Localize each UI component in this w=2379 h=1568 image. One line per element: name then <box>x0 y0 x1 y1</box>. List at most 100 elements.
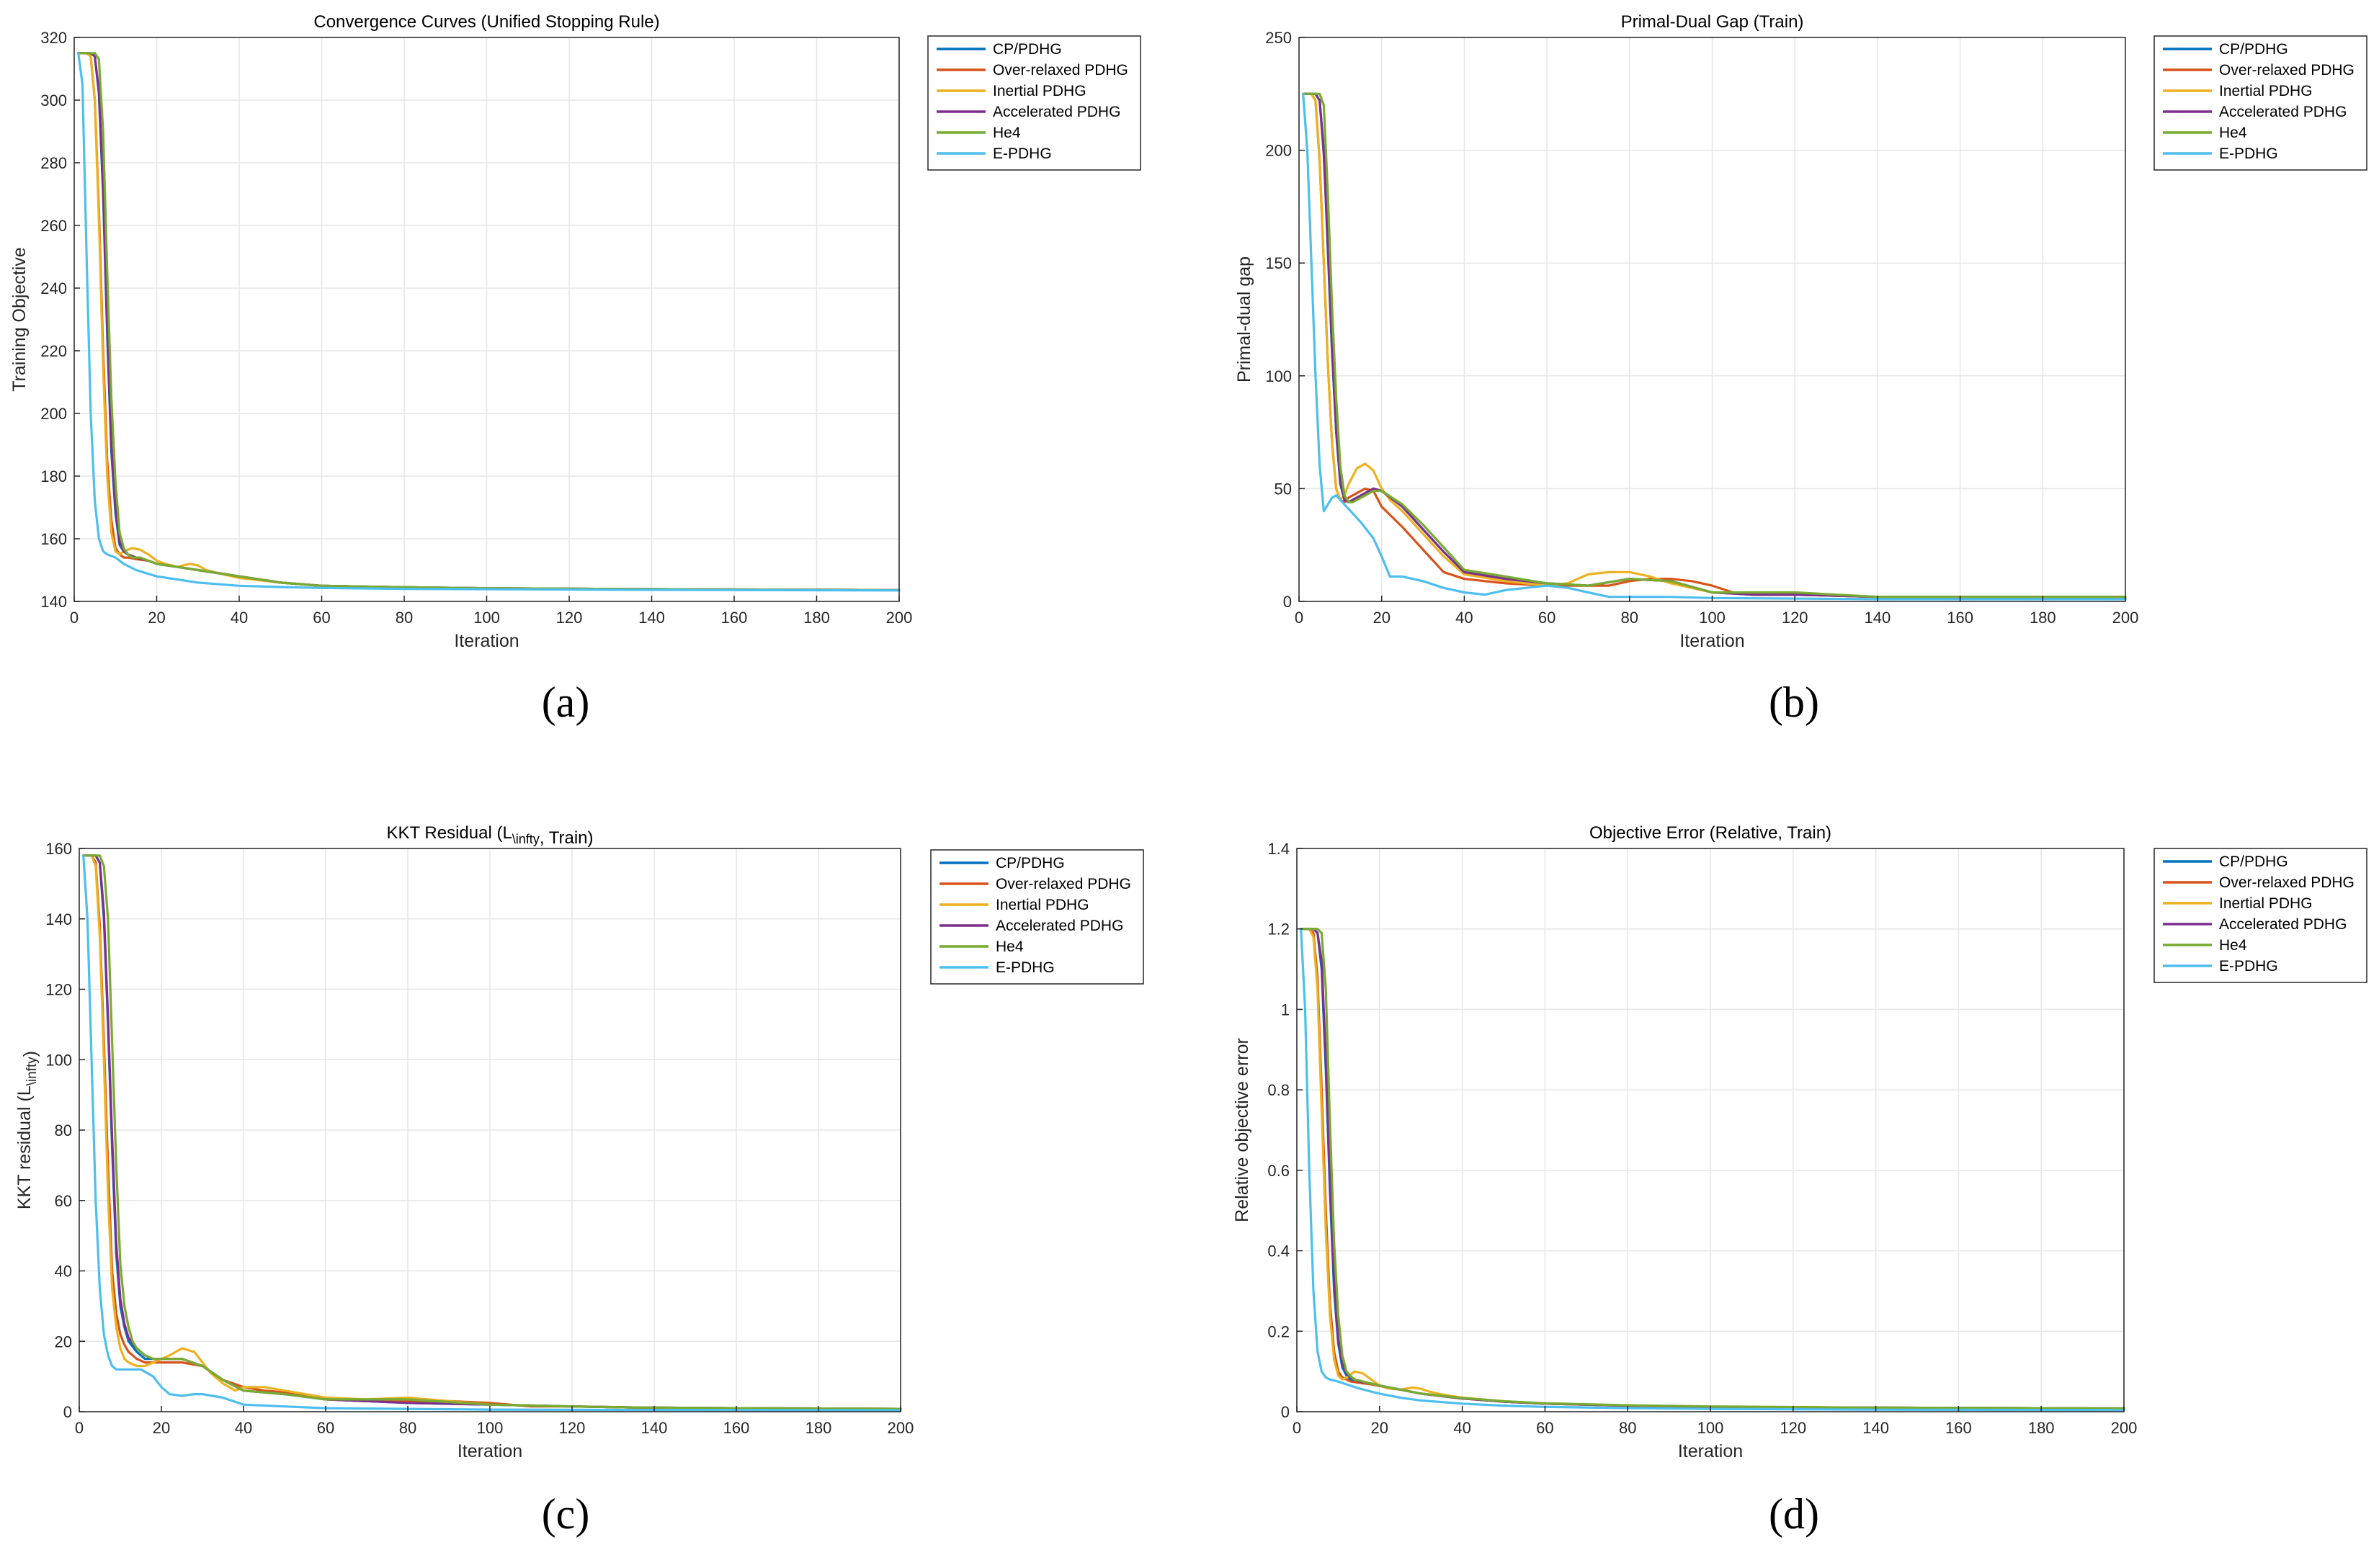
legend-entry: Inertial PDHG <box>993 83 1086 99</box>
legend-entry: CP/PDHG <box>2219 41 2288 58</box>
legend-box <box>2153 35 2367 171</box>
legend: CP/PDHG Over-relaxed PDHG Inertial PDHG Acc… <box>2153 848 2367 983</box>
x-tick-label: 80 <box>1619 1419 1636 1437</box>
legend-entry: He4 <box>2219 125 2247 141</box>
x-tick-label: 180 <box>805 1419 832 1437</box>
x-tick-label: 60 <box>1536 1419 1553 1437</box>
x-tick-label: 20 <box>1372 609 1390 627</box>
y-tick-label: 0.8 <box>1267 1081 1290 1099</box>
legend-entry: Inertial PDHG <box>2219 83 2313 99</box>
y-axis-label: Primal-dual gap <box>1234 256 1254 382</box>
x-axis-label: Iteration <box>1679 631 1744 651</box>
x-tick-label: 180 <box>2030 609 2056 627</box>
legend-entry: Inertial PDHG <box>2219 895 2313 912</box>
legend: CP/PDHG Over-relaxed PDHG Inertial PDHG Acc… <box>927 35 1141 171</box>
y-tick-label: 150 <box>1265 254 1292 272</box>
y-tick-label: 160 <box>40 530 67 548</box>
y-tick-label: 180 <box>40 467 67 485</box>
series-line-e-pdhg <box>77 52 901 592</box>
chart-title: Convergence Curves (Unified Stopping Rul… <box>313 12 659 32</box>
chart-title: Primal-Dual Gap (Train) <box>1621 12 1804 32</box>
y-tick-label: 250 <box>1265 29 1292 47</box>
chart-d: 0 20 40 60 80 100 120 140 160 180 200 0 0.2 0.4 0.6 0.8… <box>1232 823 2367 1538</box>
y-tick-label: 200 <box>1265 142 1292 160</box>
x-tick-label: 60 <box>317 1419 334 1437</box>
x-tick-label: 0 <box>75 1419 84 1437</box>
legend-entry: Over-relaxed PDHG <box>993 62 1128 79</box>
x-tick-label: 100 <box>1699 609 1726 627</box>
x-tick-label: 200 <box>2112 609 2139 627</box>
x-tick-label: 20 <box>153 1419 170 1437</box>
series-line-he4 <box>1300 928 2125 1410</box>
series-line-he4 <box>77 52 901 591</box>
legend-entry: Accelerated PDHG <box>2219 916 2347 933</box>
panel-label: (d) <box>1769 1490 1819 1538</box>
legend: CP/PDHG Over-relaxed PDHG Inertial PDHG Acc… <box>930 849 1144 985</box>
legend-entry: Over-relaxed PDHG <box>996 876 1131 892</box>
legend-entry: Over-relaxed PDHG <box>2219 874 2355 891</box>
x-tick-label: 160 <box>721 609 748 627</box>
x-tick-label: 100 <box>1697 1419 1724 1437</box>
y-tick-label: 0.4 <box>1267 1242 1290 1260</box>
x-tick-label: 140 <box>1862 1419 1889 1437</box>
x-tick-label: 60 <box>1538 609 1556 627</box>
legend-entry: Accelerated PDHG <box>993 104 1120 120</box>
legend-entry: He4 <box>996 938 1024 955</box>
panel-label: (b) <box>1769 678 1819 726</box>
x-tick-label: 60 <box>313 609 330 627</box>
x-tick-label: 0 <box>70 609 79 627</box>
x-tick-label: 80 <box>396 609 413 627</box>
x-tick-label: 200 <box>888 1419 914 1437</box>
x-tick-label: 120 <box>559 1419 586 1437</box>
legend-entry: He4 <box>2219 937 2247 954</box>
x-tick-label: 0 <box>1295 609 1303 627</box>
x-tick-label: 140 <box>638 609 665 627</box>
legend-box <box>2153 848 2367 983</box>
x-tick-label: 20 <box>148 609 165 627</box>
x-tick-label: 40 <box>1453 1419 1470 1437</box>
y-tick-label: 200 <box>40 405 67 423</box>
x-tick-label: 140 <box>641 1419 668 1437</box>
series-line-e-pdhg <box>1300 928 2125 1412</box>
x-tick-label: 200 <box>886 609 913 627</box>
chart-a: 0 20 40 60 80 100 120 140 160 180 200 140 160 180 200 2… <box>9 12 1141 726</box>
x-tick-label: 160 <box>1947 609 1973 627</box>
x-tick-label: 80 <box>399 1419 416 1437</box>
y-tick-label: 40 <box>55 1263 72 1281</box>
y-tick-label: 20 <box>55 1332 72 1350</box>
series-line-e-pdhg <box>1302 92 2127 601</box>
y-tick-label: 50 <box>1275 480 1292 498</box>
legend-entry: Over-relaxed PDHG <box>2219 62 2355 79</box>
chart-c: 0 20 40 60 80 100 120 140 160 180 200 0 20 40 60 80 100 1… <box>14 823 1144 1538</box>
legend-entry: Inertial PDHG <box>996 897 1089 913</box>
legend-entry: CP/PDHG <box>2219 854 2288 870</box>
x-tick-label: 40 <box>235 1419 252 1437</box>
legend: CP/PDHG Over-relaxed PDHG Inertial PDHG Acc… <box>2153 35 2367 171</box>
y-tick-label: 300 <box>40 91 67 109</box>
x-axis-label: Iteration <box>458 1441 522 1461</box>
legend-box <box>927 35 1141 171</box>
series-line-he4 <box>82 854 902 1410</box>
legend-entry: He4 <box>993 125 1021 141</box>
y-tick-label: 60 <box>55 1192 72 1210</box>
x-tick-label: 160 <box>1945 1419 1972 1437</box>
y-tick-label: 80 <box>55 1121 72 1139</box>
y-tick-label: 240 <box>40 279 67 297</box>
legend-entry: Accelerated PDHG <box>996 918 1123 934</box>
legend-entry: E-PDHG <box>996 959 1055 976</box>
x-tick-label: 120 <box>1782 609 1808 627</box>
y-tick-label: 1 <box>1281 1000 1290 1018</box>
legend-entry: E-PDHG <box>2219 958 2278 975</box>
legend-entry: E-PDHG <box>993 145 1052 162</box>
y-tick-label: 260 <box>40 217 67 235</box>
y-tick-label: 1.4 <box>1267 840 1290 858</box>
x-tick-label: 40 <box>1455 609 1473 627</box>
y-tick-label: 220 <box>40 342 67 360</box>
y-tick-label: 100 <box>45 1051 72 1069</box>
y-tick-label: 140 <box>45 910 72 928</box>
x-tick-label: 100 <box>473 609 500 627</box>
legend-box <box>930 849 1144 985</box>
panel-label: (a) <box>542 678 590 726</box>
y-tick-label: 140 <box>40 593 67 611</box>
